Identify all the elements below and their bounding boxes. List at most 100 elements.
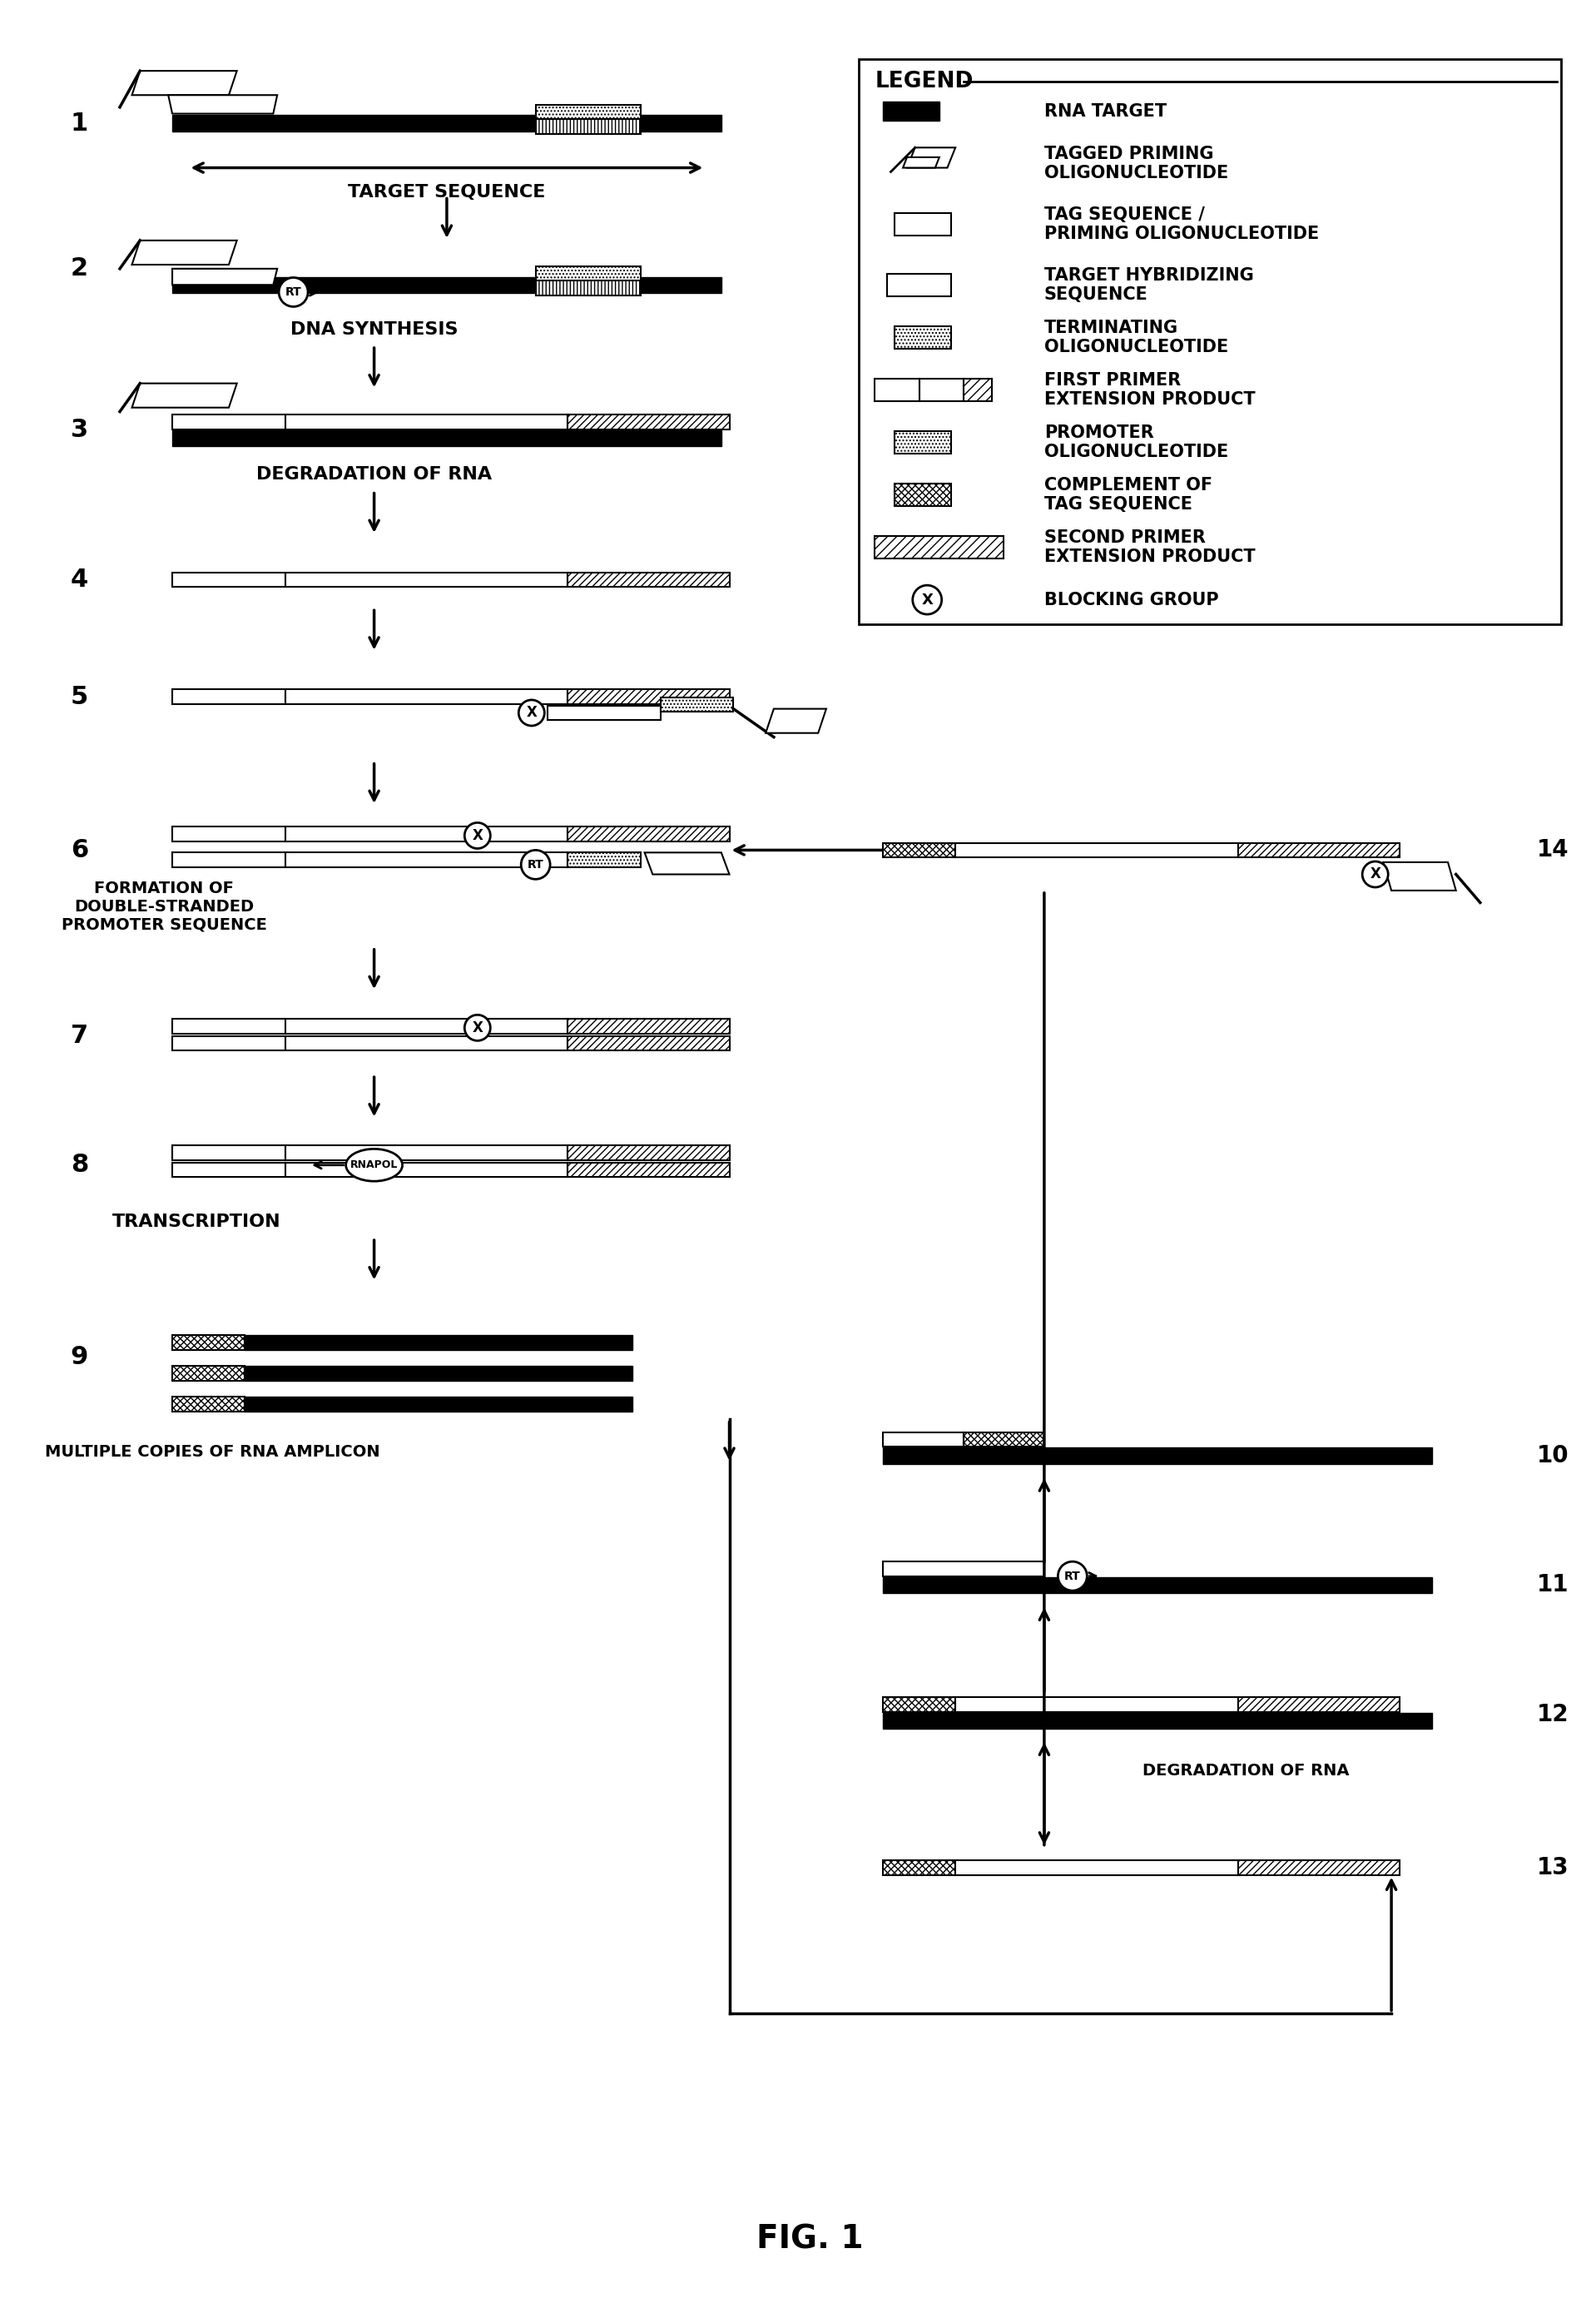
Bar [172, 1164, 286, 1178]
Bar [568, 1020, 729, 1034]
Circle shape [1058, 1562, 1087, 1590]
Text: FORMATION OF
DOUBLE-STRANDED
PROMOTER SEQUENCE: FORMATION OF DOUBLE-STRANDED PROMOTER SE… [62, 881, 267, 932]
Bar [887, 274, 951, 297]
Bar [875, 378, 919, 401]
Bar [956, 1861, 1238, 1875]
Bar [172, 688, 286, 705]
Circle shape [279, 278, 308, 306]
Bar [883, 1576, 1432, 1592]
Text: 7: 7 [70, 1025, 88, 1048]
Bar [286, 415, 568, 429]
Circle shape [1363, 862, 1389, 888]
Text: TAGGED PRIMING
OLIGONUCLEOTIDE: TAGGED PRIMING OLIGONUCLEOTIDE [1044, 146, 1229, 181]
Bar [895, 327, 951, 348]
Polygon shape [132, 241, 236, 264]
Bar [883, 1433, 964, 1446]
Bar [536, 267, 640, 280]
Circle shape [464, 823, 490, 848]
Bar [1238, 1861, 1400, 1875]
Circle shape [519, 700, 544, 726]
Bar [883, 1861, 956, 1875]
Text: 3: 3 [70, 417, 88, 443]
Text: 4: 4 [70, 568, 88, 591]
Bar [568, 1164, 729, 1178]
Bar [895, 213, 951, 236]
Bar [547, 705, 661, 721]
Bar [244, 1335, 632, 1349]
Text: RNA TARGET: RNA TARGET [1044, 102, 1167, 121]
Bar [172, 415, 286, 429]
Bar [895, 484, 951, 505]
Text: 9: 9 [70, 1344, 88, 1370]
Text: X: X [921, 593, 934, 607]
Text: 10: 10 [1537, 1444, 1569, 1467]
Bar [172, 1020, 286, 1034]
Bar [172, 573, 286, 586]
Text: 14: 14 [1537, 839, 1569, 862]
Text: TAG SEQUENCE /
PRIMING OLIGONUCLEOTIDE: TAG SEQUENCE / PRIMING OLIGONUCLEOTIDE [1044, 206, 1318, 243]
Bar [859, 58, 1561, 624]
Bar [1238, 844, 1400, 858]
Polygon shape [168, 95, 278, 114]
Polygon shape [172, 269, 278, 285]
Text: 13: 13 [1537, 1857, 1569, 1880]
Text: MULTIPLE COPIES OF RNA AMPLICON: MULTIPLE COPIES OF RNA AMPLICON [45, 1444, 380, 1460]
Circle shape [913, 584, 942, 614]
Text: COMPLEMENT OF
TAG SEQUENCE: COMPLEMENT OF TAG SEQUENCE [1044, 478, 1213, 512]
Bar [536, 104, 640, 118]
Text: LEGEND: LEGEND [875, 70, 974, 93]
Bar [1238, 1697, 1400, 1711]
Bar [568, 688, 729, 705]
Bar [883, 844, 956, 858]
Circle shape [520, 851, 551, 879]
Bar [956, 844, 1238, 858]
Bar [172, 1145, 286, 1161]
Text: X: X [472, 828, 484, 844]
Text: X: X [527, 705, 536, 721]
Text: 11: 11 [1537, 1574, 1569, 1597]
Text: DEGRADATION OF RNA: DEGRADATION OF RNA [257, 466, 492, 482]
Text: FIRST PRIMER
EXTENSION PRODUCT: FIRST PRIMER EXTENSION PRODUCT [1044, 371, 1256, 408]
Bar [568, 853, 640, 867]
Bar [172, 431, 721, 447]
Text: DNA SYNTHESIS: DNA SYNTHESIS [290, 320, 458, 338]
Bar [568, 1145, 729, 1161]
Text: TRANSCRIPTION: TRANSCRIPTION [112, 1212, 281, 1231]
Bar [172, 1398, 244, 1412]
Text: 5: 5 [70, 684, 88, 709]
Text: DEGRADATION OF RNA: DEGRADATION OF RNA [1143, 1762, 1350, 1778]
Bar [964, 1433, 1044, 1446]
Bar [883, 1697, 956, 1711]
Text: 8: 8 [70, 1152, 88, 1178]
Bar [956, 1697, 1238, 1711]
Bar [883, 1562, 1044, 1576]
Text: 6: 6 [70, 839, 88, 862]
Polygon shape [1384, 862, 1456, 890]
Bar [286, 688, 568, 705]
Bar [568, 573, 729, 586]
Text: X: X [472, 1020, 484, 1036]
Bar [286, 1036, 568, 1050]
Circle shape [464, 1015, 490, 1041]
Text: 2: 2 [70, 257, 88, 280]
Bar [172, 1365, 244, 1382]
Bar [568, 1036, 729, 1050]
Bar [286, 1145, 568, 1161]
Bar [172, 116, 721, 132]
Bar [883, 102, 940, 121]
Text: PROMOTER
OLIGONUCLEOTIDE: PROMOTER OLIGONUCLEOTIDE [1044, 424, 1229, 461]
Bar [536, 118, 640, 134]
Bar [286, 573, 568, 586]
Bar [172, 853, 286, 867]
Text: TARGET SEQUENCE: TARGET SEQUENCE [348, 183, 546, 199]
Polygon shape [903, 158, 940, 167]
Text: RT: RT [527, 860, 544, 872]
Text: FIG. 1: FIG. 1 [757, 2223, 863, 2255]
Bar [895, 431, 951, 454]
Text: X: X [1369, 867, 1381, 881]
Polygon shape [132, 382, 236, 408]
Bar [875, 535, 1004, 559]
Bar [661, 698, 734, 712]
Text: RT: RT [1065, 1569, 1080, 1581]
Bar [286, 828, 568, 841]
